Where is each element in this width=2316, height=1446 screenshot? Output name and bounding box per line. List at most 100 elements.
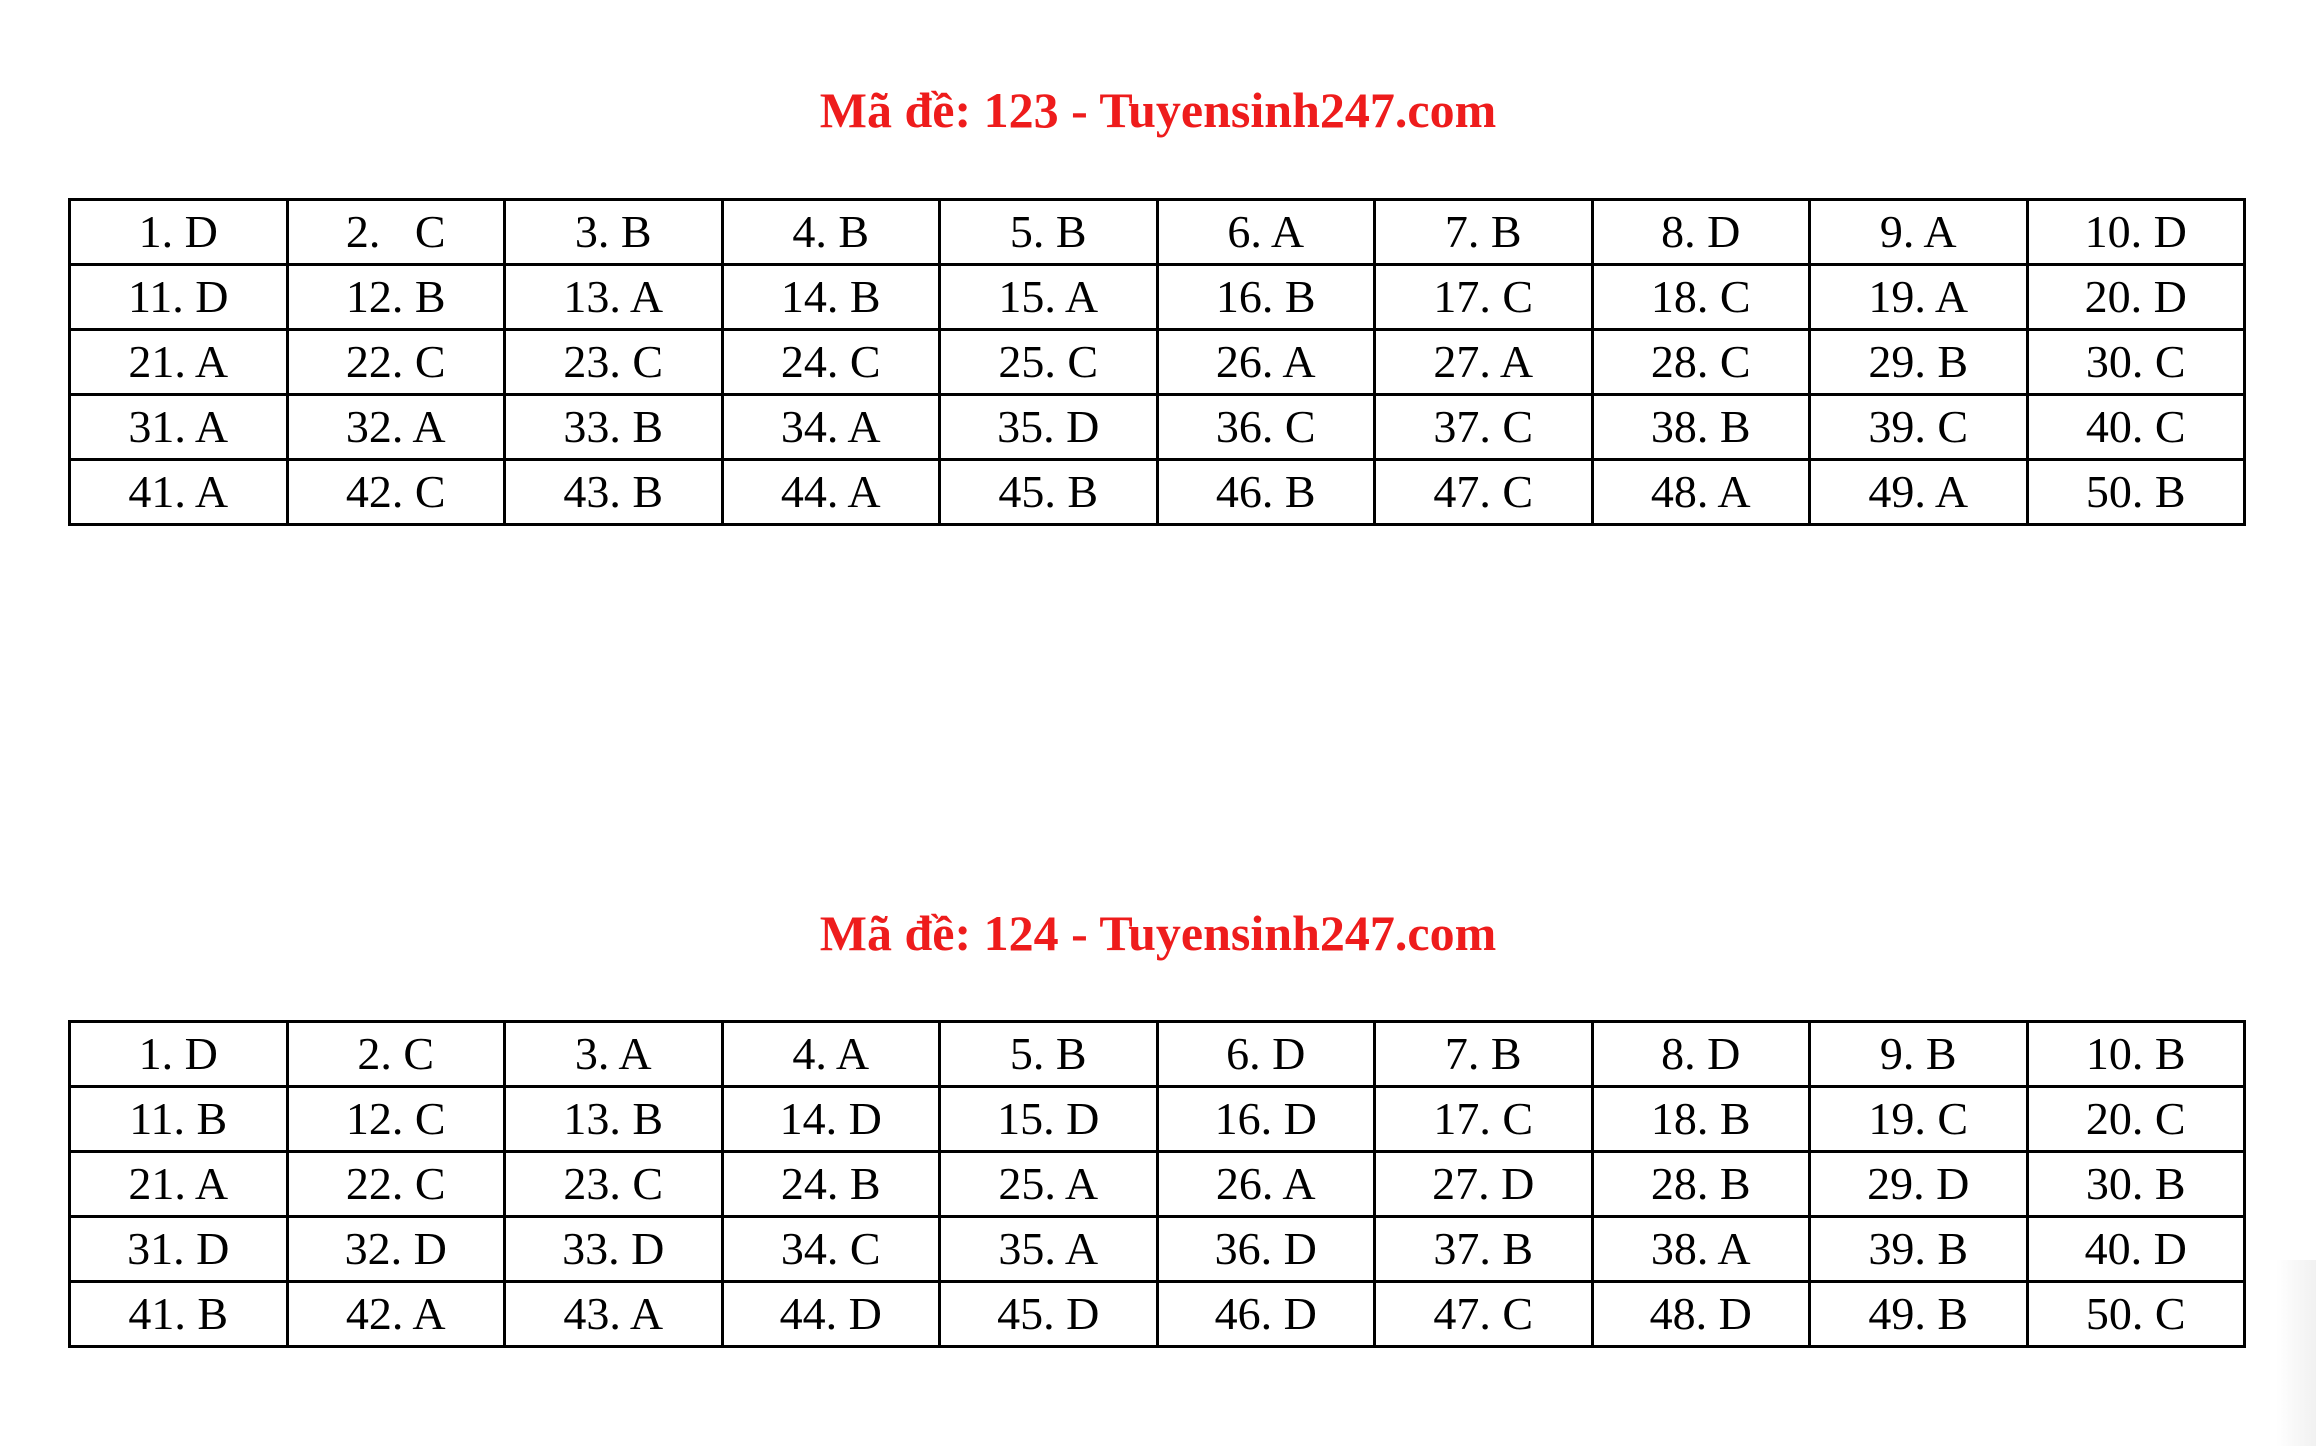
answer-table-124: 1. D 2. C 3. A 4. A 5. B 6. D 7. B 8. D 9. B 10. … bbox=[68, 1020, 2246, 1348]
answer-cell: 32. D bbox=[285, 1215, 506, 1283]
answer-cell: 41. B bbox=[68, 1280, 289, 1348]
answer-cell: 23. C bbox=[503, 328, 724, 396]
answer-cell: 18. B bbox=[1590, 1085, 1811, 1153]
answer-cell: 44. D bbox=[720, 1280, 941, 1348]
answer-cell: 50. C bbox=[2025, 1280, 2246, 1348]
answer-cell: 35. D bbox=[938, 393, 1159, 461]
answer-cell: 43. A bbox=[503, 1280, 724, 1348]
answer-cell: 23. C bbox=[503, 1150, 724, 1218]
answer-cell: 33. D bbox=[503, 1215, 724, 1283]
answer-row: 41. A 42. C 43. B 44. A 45. B 46. B 47. C 48. A… bbox=[68, 458, 2246, 526]
answer-cell: 16. B bbox=[1155, 263, 1376, 331]
answer-cell: 44. A bbox=[720, 458, 941, 526]
answer-cell: 11. B bbox=[68, 1085, 289, 1153]
answer-cell: 45. D bbox=[938, 1280, 1159, 1348]
answer-cell: 49. B bbox=[1808, 1280, 2029, 1348]
answer-cell: 24. B bbox=[720, 1150, 941, 1218]
answer-cell: 8. D bbox=[1590, 198, 1811, 266]
answer-cell: 10. B bbox=[2025, 1020, 2246, 1088]
answer-cell: 40. D bbox=[2025, 1215, 2246, 1283]
answer-cell: 19. A bbox=[1808, 263, 2029, 331]
answer-cell: 15. D bbox=[938, 1085, 1159, 1153]
page-edge-shadow bbox=[2276, 1260, 2316, 1446]
answer-cell: 20. D bbox=[2025, 263, 2246, 331]
answer-cell: 21. A bbox=[68, 1150, 289, 1218]
answer-table-123: 1. D 2. C 3. B 4. B 5. B 6. A 7. B 8. D 9. A 10. … bbox=[68, 198, 2246, 526]
answer-cell: 16. D bbox=[1155, 1085, 1376, 1153]
answer-cell: 17. C bbox=[1373, 263, 1594, 331]
answer-cell: 42. C bbox=[285, 458, 506, 526]
answer-cell: 28. C bbox=[1590, 328, 1811, 396]
answer-cell: 32. A bbox=[285, 393, 506, 461]
answer-cell: 43. B bbox=[503, 458, 724, 526]
answer-cell: 33. B bbox=[503, 393, 724, 461]
answer-cell: 9. B bbox=[1808, 1020, 2029, 1088]
answer-cell: 37. C bbox=[1373, 393, 1594, 461]
answer-cell: 41. A bbox=[68, 458, 289, 526]
answer-cell: 38. A bbox=[1590, 1215, 1811, 1283]
answer-cell: 24. C bbox=[720, 328, 941, 396]
answer-cell: 7. B bbox=[1373, 198, 1594, 266]
answer-cell: 6. D bbox=[1155, 1020, 1376, 1088]
answer-cell: 6. A bbox=[1155, 198, 1376, 266]
answer-cell: 48. D bbox=[1590, 1280, 1811, 1348]
answer-cell: 13. B bbox=[503, 1085, 724, 1153]
answer-cell: 13. A bbox=[503, 263, 724, 331]
answer-cell: 48. A bbox=[1590, 458, 1811, 526]
answer-cell: 2. C bbox=[285, 198, 506, 266]
answer-cell: 30. B bbox=[2025, 1150, 2246, 1218]
answer-cell: 22. C bbox=[285, 328, 506, 396]
answer-cell: 15. A bbox=[938, 263, 1159, 331]
answer-cell: 12. B bbox=[285, 263, 506, 331]
answer-cell: 7. B bbox=[1373, 1020, 1594, 1088]
answer-cell: 17. C bbox=[1373, 1085, 1594, 1153]
answer-row: 31. D 32. D 33. D 34. C 35. A 36. D 37. B 38. A… bbox=[68, 1215, 2246, 1283]
answer-cell: 31. A bbox=[68, 393, 289, 461]
answer-cell: 39. C bbox=[1808, 393, 2029, 461]
answer-cell: 27. A bbox=[1373, 328, 1594, 396]
answer-cell: 3. B bbox=[503, 198, 724, 266]
answer-cell: 38. B bbox=[1590, 393, 1811, 461]
answer-cell: 47. C bbox=[1373, 458, 1594, 526]
answer-row: 11. D 12. B 13. A 14. B 15. A 16. B 17. C 18. C… bbox=[68, 263, 2246, 331]
answer-cell: 35. A bbox=[938, 1215, 1159, 1283]
answer-cell: 45. B bbox=[938, 458, 1159, 526]
answer-cell: 29. B bbox=[1808, 328, 2029, 396]
answer-cell: 9. A bbox=[1808, 198, 2029, 266]
answer-cell: 28. B bbox=[1590, 1150, 1811, 1218]
answer-cell: 1. D bbox=[68, 1020, 289, 1088]
answer-row: 1. D 2. C 3. B 4. B 5. B 6. A 7. B 8. D 9. A 10. … bbox=[68, 198, 2246, 266]
answer-key-title-123: Mã đề: 123 - Tuyensinh247.com bbox=[819, 82, 1497, 138]
answer-cell: 3. A bbox=[503, 1020, 724, 1088]
answer-cell: 19. C bbox=[1808, 1085, 2029, 1153]
answer-cell: 10. D bbox=[2025, 198, 2246, 266]
answer-cell: 1. D bbox=[68, 198, 289, 266]
answer-cell: 8. D bbox=[1590, 1020, 1811, 1088]
answer-cell: 40. C bbox=[2025, 393, 2246, 461]
answer-cell: 4. B bbox=[720, 198, 941, 266]
answer-cell: 39. B bbox=[1808, 1215, 2029, 1283]
answer-cell: 20. C bbox=[2025, 1085, 2246, 1153]
answer-row: 41. B 42. A 43. A 44. D 45. D 46. D 47. C 48. D… bbox=[68, 1280, 2246, 1348]
answer-cell: 25. C bbox=[938, 328, 1159, 396]
answer-cell: 42. A bbox=[285, 1280, 506, 1348]
answer-cell: 26. A bbox=[1155, 1150, 1376, 1218]
answer-cell: 49. A bbox=[1808, 458, 2029, 526]
answer-cell: 31. D bbox=[68, 1215, 289, 1283]
answer-cell: 46. D bbox=[1155, 1280, 1376, 1348]
answer-cell: 47. C bbox=[1373, 1280, 1594, 1348]
answer-cell: 36. C bbox=[1155, 393, 1376, 461]
answer-cell: 30. C bbox=[2025, 328, 2246, 396]
answer-cell: 14. D bbox=[720, 1085, 941, 1153]
answer-cell: 26. A bbox=[1155, 328, 1376, 396]
answer-cell: 14. B bbox=[720, 263, 941, 331]
answer-row: 21. A 22. C 23. C 24. B 25. A 26. A 27. D 28. B… bbox=[68, 1150, 2246, 1218]
answer-cell: 34. C bbox=[720, 1215, 941, 1283]
answer-cell: 50. B bbox=[2025, 458, 2246, 526]
answer-cell: 11. D bbox=[68, 263, 289, 331]
answer-cell: 22. C bbox=[285, 1150, 506, 1218]
answer-key-title-124: Mã đề: 124 - Tuyensinh247.com bbox=[819, 905, 1497, 961]
answer-cell: 34. A bbox=[720, 393, 941, 461]
answer-cell: 27. D bbox=[1373, 1150, 1594, 1218]
answer-cell: 36. D bbox=[1155, 1215, 1376, 1283]
